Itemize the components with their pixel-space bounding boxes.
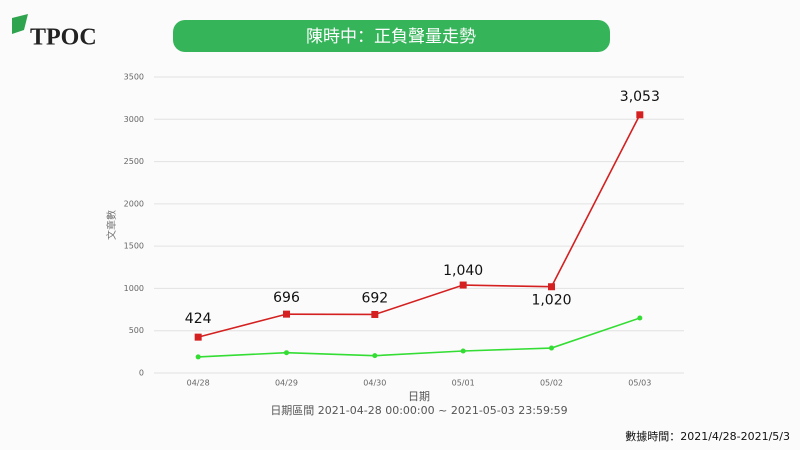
logo-icon	[12, 14, 28, 34]
y-tick-label: 3500	[124, 73, 144, 82]
point	[459, 281, 467, 289]
y-tick-label: 0	[139, 369, 144, 378]
point	[549, 345, 554, 351]
logo: TPOC	[12, 14, 97, 51]
point	[637, 315, 643, 321]
point	[194, 333, 202, 341]
footer: 數據時間：2021/4/28-2021/5/3	[625, 429, 790, 443]
point	[283, 310, 290, 318]
y-tick-label: 500	[129, 326, 144, 335]
data-label: 692	[361, 290, 388, 306]
y-axis-label: 文章數	[105, 210, 118, 240]
x-axis-label: 日期	[408, 390, 430, 403]
data-label: 424	[185, 311, 212, 327]
point	[371, 310, 379, 318]
series-line	[198, 317, 641, 358]
point	[284, 350, 289, 356]
y-tick-label: 1500	[124, 242, 144, 251]
title-banner	[173, 20, 610, 52]
point	[195, 354, 201, 360]
data-label: 1,040	[443, 263, 483, 279]
point	[372, 353, 378, 359]
y-tick-label: 2500	[124, 157, 144, 166]
data-label: 696	[273, 290, 300, 306]
y-tick-label: 3000	[124, 115, 144, 124]
y-tick-label: 1000	[124, 284, 144, 293]
x-tick-label: 04/30	[363, 379, 386, 388]
logo-text: TPOC	[30, 25, 97, 51]
x-tick-label: 05/01	[452, 379, 475, 388]
x-tick-label: 05/03	[628, 379, 651, 388]
x-tick-label: 05/02	[540, 379, 563, 388]
x-tick-label: 04/28	[187, 379, 210, 388]
series-line	[197, 114, 641, 338]
chart-title: 陳時中：正負聲量走勢	[306, 27, 476, 47]
data-label: 3,053	[620, 89, 660, 105]
point	[636, 111, 644, 119]
y-tick-label: 2000	[124, 199, 144, 208]
subtitle: 日期區間 2021-04-28 00:00:00 ~ 2021-05-03 23…	[270, 404, 567, 417]
data-label: 1,020	[531, 293, 571, 309]
point	[460, 348, 466, 354]
x-tick-label: 04/29	[275, 379, 298, 388]
point	[548, 283, 555, 291]
